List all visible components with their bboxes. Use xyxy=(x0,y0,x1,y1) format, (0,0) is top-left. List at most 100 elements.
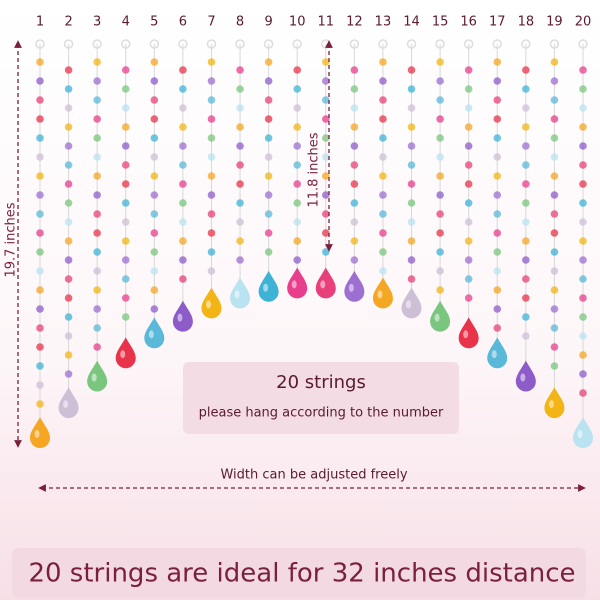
bead xyxy=(379,172,387,180)
bead xyxy=(121,161,130,169)
bead xyxy=(379,96,387,104)
bead xyxy=(64,104,73,112)
bead xyxy=(436,267,444,275)
bead xyxy=(350,180,359,188)
bead xyxy=(436,172,444,180)
bead xyxy=(350,85,359,93)
bead xyxy=(93,77,101,85)
bead xyxy=(350,218,359,226)
bead xyxy=(464,104,473,112)
bead xyxy=(179,180,187,188)
bead xyxy=(293,256,302,264)
bead xyxy=(579,256,587,264)
bead xyxy=(236,161,244,169)
bead xyxy=(179,161,187,169)
string-number: 9 xyxy=(264,15,272,30)
bead xyxy=(436,153,444,161)
bead xyxy=(464,256,473,264)
bead xyxy=(36,96,44,104)
bead xyxy=(579,123,587,131)
teardrop xyxy=(573,417,593,448)
bead xyxy=(93,191,101,199)
bead xyxy=(150,267,159,275)
bead xyxy=(150,248,159,256)
bead xyxy=(150,153,159,161)
bead xyxy=(64,66,73,74)
string-number: 12 xyxy=(346,15,363,30)
bead xyxy=(236,199,244,207)
bead xyxy=(121,256,130,264)
bead xyxy=(579,161,587,169)
bead xyxy=(179,199,187,207)
teardrop-shine xyxy=(548,400,554,409)
bead xyxy=(493,305,502,313)
bead xyxy=(121,199,130,207)
bead xyxy=(350,66,359,74)
hook xyxy=(378,39,388,49)
bead xyxy=(36,191,44,199)
hook xyxy=(63,39,74,49)
teardrop-shine xyxy=(577,430,583,438)
teardrop xyxy=(287,267,308,299)
bead xyxy=(64,256,73,264)
bead xyxy=(236,104,244,112)
bead xyxy=(150,286,159,294)
bead xyxy=(64,218,73,226)
bead xyxy=(379,115,387,123)
bead xyxy=(207,210,216,218)
bead xyxy=(64,237,73,245)
bead xyxy=(493,115,502,123)
bead xyxy=(236,180,244,188)
bead xyxy=(179,66,187,74)
bead xyxy=(264,153,273,161)
bead xyxy=(493,153,502,161)
bead xyxy=(36,248,44,256)
long-length: 19.7 inches xyxy=(4,202,19,277)
teardrop xyxy=(172,300,193,332)
bead xyxy=(93,115,101,123)
bead xyxy=(64,275,73,283)
bead xyxy=(121,180,130,188)
bead xyxy=(407,218,416,226)
bead xyxy=(293,142,302,150)
bead xyxy=(493,77,502,85)
hook xyxy=(178,39,188,49)
bead xyxy=(436,58,444,66)
bead xyxy=(407,85,416,93)
bead xyxy=(293,199,302,207)
bead xyxy=(579,104,587,112)
bead xyxy=(407,237,416,245)
bead xyxy=(493,96,502,104)
bead xyxy=(121,218,130,226)
bead xyxy=(293,104,302,112)
string-number: 14 xyxy=(403,15,420,30)
bead xyxy=(350,123,359,131)
bead xyxy=(379,229,387,237)
bead xyxy=(93,343,101,351)
teardrop xyxy=(487,337,508,369)
bead xyxy=(93,172,101,180)
bead xyxy=(64,180,73,188)
bead xyxy=(522,161,530,169)
string-number: 2 xyxy=(64,15,72,30)
bead xyxy=(579,332,587,340)
bead xyxy=(464,161,473,169)
bead xyxy=(464,218,473,226)
bead xyxy=(522,256,530,264)
teardrop-shine xyxy=(91,373,97,382)
bead xyxy=(522,180,530,188)
bead xyxy=(407,104,416,112)
bead xyxy=(36,77,44,85)
bead xyxy=(293,85,302,93)
teardrop-shine xyxy=(63,400,69,409)
string-number: 6 xyxy=(179,15,187,30)
bead xyxy=(550,267,559,275)
bead xyxy=(293,180,302,188)
bead xyxy=(36,381,44,389)
teardrop-shine xyxy=(348,283,354,292)
bead xyxy=(121,142,130,150)
string-number: 1 xyxy=(36,15,44,30)
bead xyxy=(207,229,216,237)
teardrop xyxy=(344,270,365,302)
bead xyxy=(522,218,530,226)
